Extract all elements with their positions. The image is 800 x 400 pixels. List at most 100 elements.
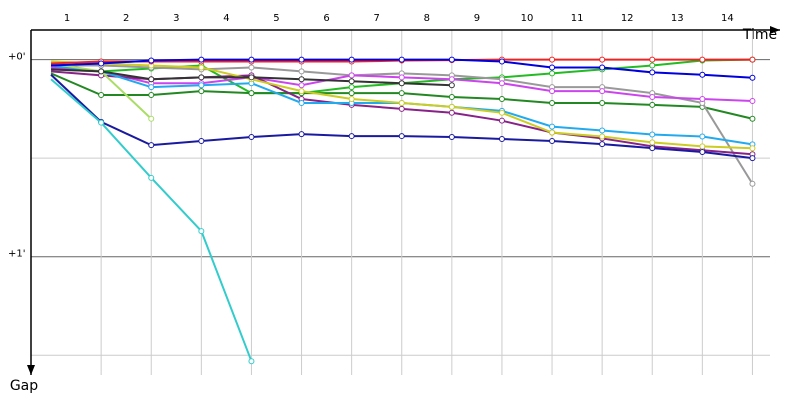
point <box>298 68 305 75</box>
point <box>649 94 656 101</box>
y-axis-label: Gap <box>10 378 38 394</box>
point <box>498 136 505 143</box>
point <box>298 82 305 89</box>
point <box>98 68 105 75</box>
x-axis-arrow <box>770 26 780 34</box>
lap-label: 11 <box>571 13 584 24</box>
point <box>98 92 105 99</box>
point <box>699 96 706 102</box>
point <box>699 143 706 150</box>
point <box>348 72 355 79</box>
point <box>599 99 606 106</box>
lap-label: 2 <box>123 13 129 24</box>
point <box>148 174 155 181</box>
y-tick-label: +0' <box>8 52 26 63</box>
point <box>749 97 756 104</box>
point <box>649 101 656 108</box>
point <box>599 56 606 63</box>
point <box>498 109 505 116</box>
y-axis-arrow <box>27 365 35 375</box>
point <box>248 64 255 71</box>
point <box>248 56 255 63</box>
point <box>348 133 355 140</box>
point <box>699 149 706 156</box>
point <box>549 70 556 77</box>
point <box>549 137 556 144</box>
lap-label: 5 <box>273 13 279 24</box>
point <box>498 117 505 124</box>
point <box>398 74 405 81</box>
lap-label: 10 <box>521 13 534 24</box>
point <box>448 134 455 141</box>
point <box>348 56 355 63</box>
point <box>348 96 355 102</box>
point <box>649 69 656 76</box>
point <box>749 145 756 152</box>
point <box>649 131 656 138</box>
point <box>198 56 205 63</box>
point <box>699 133 706 140</box>
point <box>98 119 105 126</box>
point <box>699 56 706 63</box>
lap-label: 4 <box>223 13 229 24</box>
point <box>448 103 455 110</box>
lap-label: 6 <box>323 13 329 24</box>
point <box>148 76 155 83</box>
lap-label: 14 <box>721 13 734 24</box>
point <box>448 56 455 63</box>
point <box>148 142 155 149</box>
point <box>599 127 606 134</box>
point <box>298 99 305 106</box>
point <box>599 64 606 71</box>
point <box>498 80 505 87</box>
point <box>298 131 305 138</box>
point <box>398 105 405 112</box>
point <box>448 109 455 116</box>
point <box>549 56 556 63</box>
point <box>198 88 205 95</box>
point <box>448 94 455 101</box>
point <box>498 58 505 65</box>
point <box>699 71 706 78</box>
point <box>248 358 255 365</box>
lap-label: 13 <box>671 13 684 24</box>
point <box>298 88 305 95</box>
point <box>398 99 405 106</box>
lap-label: 8 <box>424 13 430 24</box>
point <box>148 84 155 91</box>
point <box>749 56 756 63</box>
point <box>749 74 756 81</box>
point <box>348 84 355 91</box>
point <box>549 99 556 106</box>
point <box>148 92 155 99</box>
lap-label: 3 <box>173 13 179 24</box>
x-axis-label: Time <box>742 27 777 43</box>
point <box>649 145 656 152</box>
point <box>599 133 606 140</box>
point <box>649 139 656 146</box>
point <box>198 228 205 235</box>
point <box>649 62 656 69</box>
point <box>348 78 355 85</box>
point <box>248 74 255 81</box>
point <box>198 137 205 144</box>
point <box>549 123 556 130</box>
point <box>599 141 606 148</box>
point <box>98 60 105 67</box>
point <box>448 82 455 89</box>
point <box>549 64 556 71</box>
point <box>749 115 756 122</box>
point <box>498 96 505 102</box>
point <box>749 155 756 162</box>
lap-label: 1 <box>64 13 70 24</box>
point <box>198 82 205 89</box>
lap-label: 7 <box>374 13 380 24</box>
y-tick-label: +1' <box>8 249 26 260</box>
point <box>198 64 205 71</box>
point <box>398 56 405 63</box>
point <box>148 57 155 64</box>
point <box>448 76 455 83</box>
point <box>298 76 305 83</box>
point <box>348 90 355 97</box>
